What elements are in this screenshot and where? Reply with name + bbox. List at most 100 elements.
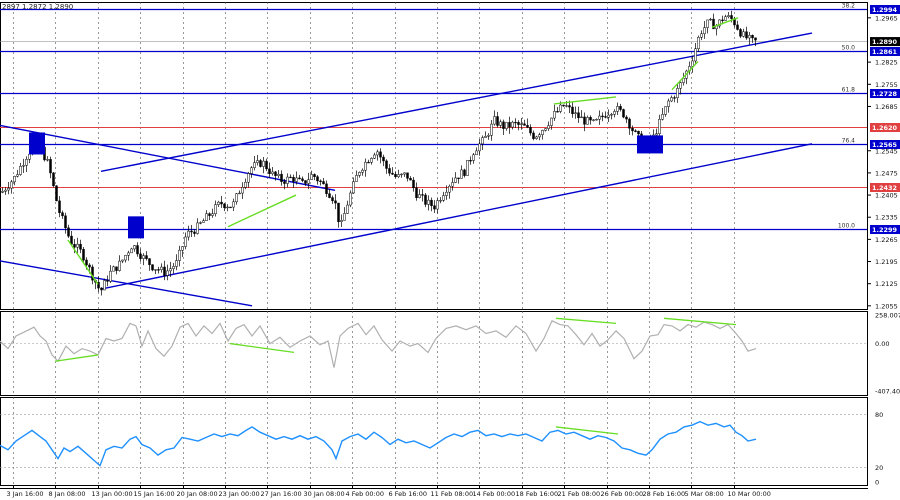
candle-body [106,280,109,282]
candle-body [547,125,550,129]
candle-body [379,151,382,158]
lower-channel-line [100,143,813,290]
candle-body [694,48,697,62]
candle-body [568,105,571,108]
candle-body [487,135,490,137]
candle-body [211,213,214,216]
candle-body [184,236,187,247]
candle-body [565,105,568,107]
candle-body [574,112,577,114]
candle-body [556,111,559,113]
candle-body [58,200,61,213]
candle-body [571,106,574,114]
candle-body [391,172,394,175]
candle-body [163,266,166,276]
candle-body [268,168,271,174]
candle-body [376,151,379,156]
candle-body [514,121,517,124]
x-tick-label: 18 Feb 16:00 [516,490,559,498]
pivot-markers [29,132,663,239]
candle-body [598,115,601,120]
candle-body [655,133,658,136]
candle-body [454,177,457,183]
candle-body [406,172,409,179]
candle-body [634,130,637,132]
candle-body [46,159,49,161]
candle-body [295,177,298,182]
candle-body [214,204,217,215]
rsi-y-label: 0 [875,479,879,487]
candle-body [625,116,628,120]
trend-lines [0,32,813,307]
candle-body [52,172,55,187]
candle-body [205,213,208,221]
candle-body [112,266,115,272]
candle-body [85,259,88,266]
x-tick-label: 27 Jan 16:00 [261,490,302,498]
candle-body [238,192,241,195]
x-tick-label: 11 Feb 08:00 [431,490,474,498]
candle-body [433,205,436,210]
candle-body [127,252,130,256]
rsi-y-label: 80 [875,411,883,419]
price-divergence-line [553,96,617,105]
candle-body [22,165,25,167]
candle-body [601,115,604,118]
candle-body [292,177,295,182]
candle-body [664,106,667,115]
level-price-tag [870,47,900,56]
candle-body [697,37,700,49]
x-tick-label: 15 Jan 16:00 [134,490,175,498]
fib-level-label: 61.8 [842,87,856,94]
candle-body [154,269,157,271]
candle-body [481,137,484,145]
candle-body [712,18,715,30]
upper-channel-line [100,32,813,173]
level-price-label: 1.2565 [872,141,898,149]
candle-body [613,111,616,115]
candle-body [562,104,565,107]
candle-body [277,173,280,176]
candle-body [541,130,544,135]
candle-body [676,88,679,99]
cci-divergence-line [229,342,295,354]
candle-body [619,106,622,110]
candle-body [142,255,145,259]
candle-body [661,114,664,120]
candle-body [610,114,613,116]
price-divergence-line [67,239,99,285]
candle-body [97,281,100,289]
candle-body [55,185,58,202]
candle-body [463,169,466,176]
candle-body [466,160,469,176]
candle-body [88,264,91,268]
candle-body [409,178,412,181]
candle-body [457,177,460,179]
candle-body [178,249,181,261]
grid [0,2,868,489]
candle-body [148,258,151,265]
candle-body [355,175,358,182]
candle-body [304,180,307,184]
x-tick-label: 3 Jan 16:00 [7,490,44,498]
candle-body [193,231,196,234]
y-tick-label: 1.2755 [875,81,898,89]
candle-body [400,173,403,176]
level-price-tag [870,5,900,14]
candle-body [682,78,685,83]
candle-body [298,177,301,180]
cci-y-label: -407.404 [875,388,900,396]
candle-body [115,266,118,271]
candle-body [289,176,292,179]
candle-body [253,162,256,168]
candle-body [691,60,694,67]
candle-body [130,248,133,254]
candle-body [319,180,322,182]
candle-body [175,260,178,267]
candle-body [472,154,475,161]
level-price-tag [870,225,900,234]
candle-body [721,19,724,21]
candle-body [346,204,349,214]
cci-y-label: 258.0074 [875,312,900,320]
